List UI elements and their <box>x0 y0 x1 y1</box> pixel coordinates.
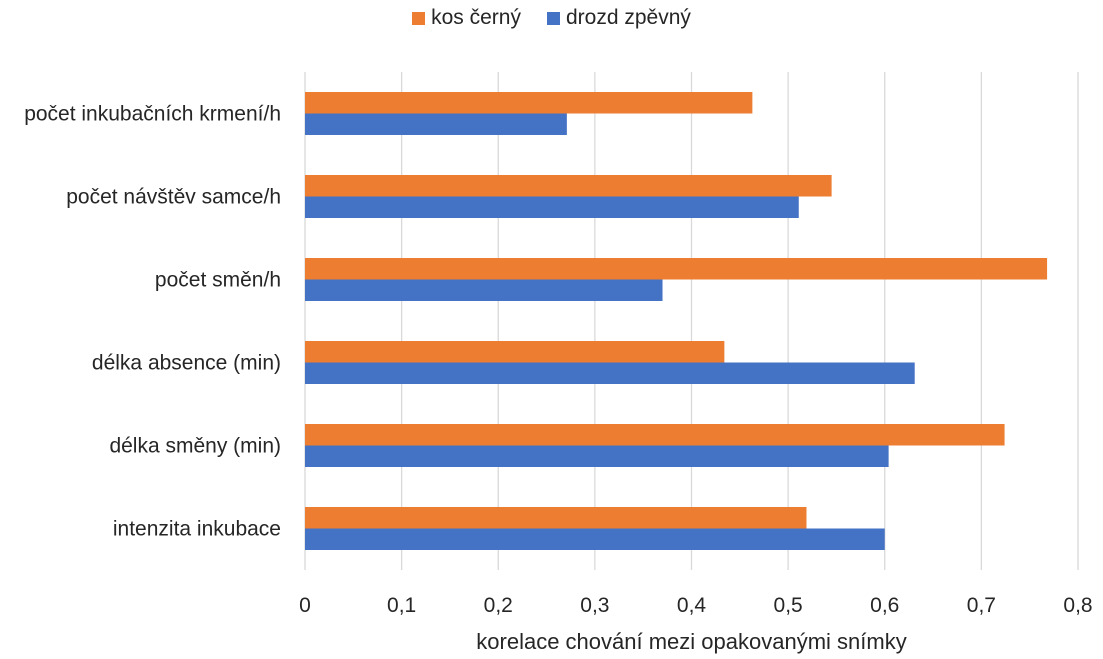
bar-3-series-1 <box>305 362 915 384</box>
bar-5-series-0 <box>305 507 807 529</box>
category-label-4: délka směny (min) <box>109 435 281 458</box>
legend-item-drozd: drozd zpěvný <box>546 6 691 30</box>
legend-label-kos: kos černý <box>431 6 521 29</box>
legend-swatch-drozd <box>546 11 560 25</box>
bar-0-series-0 <box>305 92 753 114</box>
category-label-5: intenzita inkubace <box>113 518 281 541</box>
bar-0-series-1 <box>305 113 567 135</box>
bar-2-series-1 <box>305 279 663 301</box>
x-axis-title: korelace chování mezi opakovanými snímky <box>476 629 906 654</box>
bar-1-series-1 <box>305 196 799 218</box>
legend-item-kos: kos černý <box>412 6 521 30</box>
category-label-0: počet inkubačních krmení/h <box>24 103 281 126</box>
x-tick-label-8: 0,8 <box>1063 594 1092 617</box>
category-label-2: počet směn/h <box>155 269 281 292</box>
bar-2-series-0 <box>305 258 1048 280</box>
x-tick-label-1: 0,1 <box>387 594 416 617</box>
bar-4-series-0 <box>305 424 1005 446</box>
bar-5-series-1 <box>305 528 885 550</box>
legend-label-drozd: drozd zpěvný <box>565 6 691 29</box>
x-tick-label-5: 0,5 <box>774 594 803 617</box>
x-tick-label-2: 0,2 <box>484 594 513 617</box>
bar-4-series-1 <box>305 445 889 467</box>
x-tick-label-7: 0,7 <box>967 594 996 617</box>
category-label-1: počet návštěv samce/h <box>66 186 281 209</box>
x-tick-label-4: 0,4 <box>677 594 707 617</box>
bar-1-series-0 <box>305 175 832 197</box>
x-tick-label-0: 0 <box>299 594 311 617</box>
x-tick-label-3: 0,3 <box>580 594 609 617</box>
category-label-3: délka absence (min) <box>92 352 281 375</box>
legend-swatch-kos <box>412 11 426 25</box>
bar-3-series-0 <box>305 341 725 363</box>
x-tick-label-6: 0,6 <box>870 594 899 617</box>
legend: kos černý drozd zpěvný <box>0 6 1103 30</box>
